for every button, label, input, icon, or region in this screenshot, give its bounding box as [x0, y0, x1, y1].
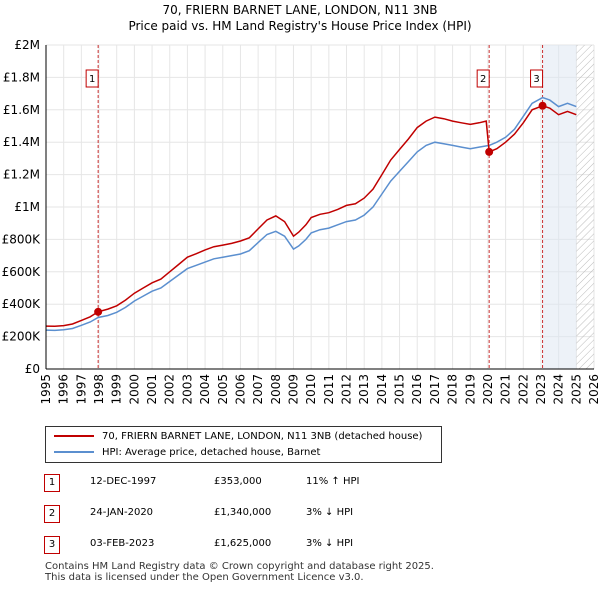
legend-label-hpi: HPI: Average price, detached house, Barn… [102, 447, 321, 458]
x-tick-label: 2008 [269, 374, 283, 405]
footer-line2: This data is licensed under the Open Gov… [45, 572, 364, 583]
y-tick-label: £1.4M [3, 135, 40, 149]
sale-label-box [530, 69, 544, 88]
x-tick-label: 2023 [534, 374, 548, 405]
x-tick-label: 2026 [587, 374, 600, 405]
sale-hpi-diff: 3% ↓ HPI [306, 507, 354, 518]
x-tick-label: 1998 [92, 374, 106, 405]
sale-hpi-diff: 3% ↓ HPI [306, 538, 354, 549]
y-tick-label: £2M [14, 38, 40, 52]
x-tick-label: 2015 [393, 374, 407, 405]
y-tick-label: £1.8M [3, 70, 40, 84]
sale-date: 24-JAN-2020 [90, 507, 154, 518]
price-chart: 1 2 3 £0 £200K £400K £600K £800K £1M £1.2M £1.4M £… [2, 38, 600, 405]
legend-item-property: 70, FRIERN BARNET LANE, LONDON, N11 3NB … [54, 430, 422, 444]
x-tick-label: 2013 [357, 374, 371, 405]
x-tick-label: 1996 [57, 374, 71, 405]
x-tick-label: 2012 [340, 374, 354, 405]
y-tick-label: £200K [2, 330, 42, 344]
sale-label-box [476, 69, 490, 88]
sale-row: 3 03-FEB-2023 £1,625,000 3% ↓ HPI [44, 536, 464, 567]
x-tick-label: 2019 [463, 374, 477, 405]
x-tick-label: 2018 [446, 374, 460, 405]
legend-item-hpi: HPI: Average price, detached house, Barn… [54, 446, 320, 460]
series-line [45, 105, 577, 327]
x-tick-label: 2021 [499, 374, 513, 405]
x-tick-label: 2003 [180, 374, 194, 405]
x-tick-label: 2017 [428, 374, 442, 405]
x-tick-label: 2024 [552, 374, 566, 405]
sale-row: 2 24-JAN-2020 £1,340,000 3% ↓ HPI [44, 505, 464, 536]
x-tick-label: 2002 [163, 374, 177, 405]
x-tick-label: 2022 [516, 374, 530, 405]
sale-label-number: 3 [533, 74, 539, 85]
sale-date: 12-DEC-1997 [90, 476, 157, 487]
x-tick-label: 1995 [39, 374, 53, 405]
x-tick-label: 2014 [375, 374, 389, 405]
sale-number-badge: 1 [44, 474, 60, 492]
x-tick-label: 2011 [322, 374, 336, 405]
future-hatch [576, 45, 594, 369]
sale-price: £1,340,000 [214, 507, 272, 518]
x-tick-label: 1999 [110, 374, 124, 405]
y-tick-label: £1.2M [3, 168, 40, 182]
y-tick-label: £600K [2, 265, 42, 279]
sale-point [94, 307, 103, 316]
sale-label-box [85, 69, 99, 88]
chart-title-line2: Price paid vs. HM Land Registry's House … [128, 19, 472, 33]
legend-swatch-hpi [54, 451, 94, 453]
x-tick-label: 2000 [127, 374, 141, 405]
sale-date: 03-FEB-2023 [90, 538, 155, 549]
x-tick-label: 2016 [410, 374, 424, 405]
x-tick-label: 2006 [233, 374, 247, 405]
sales-table: 1 12-DEC-1997 £353,000 11% ↑ HPI 2 24-JA… [44, 474, 464, 567]
sale-row: 1 12-DEC-1997 £353,000 11% ↑ HPI [44, 474, 464, 505]
x-tick-label: 2004 [198, 374, 212, 405]
sale-point [538, 101, 547, 110]
x-tick-label: 2020 [481, 374, 495, 405]
sale-label-number: 2 [480, 74, 486, 85]
y-tick-label: £800K [2, 232, 42, 246]
legend-swatch-property [54, 435, 94, 437]
series-line [45, 96, 577, 332]
x-tick-label: 2007 [251, 374, 265, 405]
x-tick-label: 2005 [216, 374, 230, 405]
sale-number-badge: 2 [44, 505, 60, 523]
ownership-shade [542, 45, 577, 369]
y-tick-label: £400K [2, 297, 42, 311]
sale-number-badge: 3 [44, 536, 60, 554]
x-tick-label: 1997 [74, 374, 88, 405]
legend-label-property: 70, FRIERN BARNET LANE, LONDON, N11 3NB … [102, 431, 423, 442]
sale-point [485, 147, 494, 156]
chart-title-line1: 70, FRIERN BARNET LANE, LONDON, N11 3NB [162, 3, 438, 17]
legend: 70, FRIERN BARNET LANE, LONDON, N11 3NB … [45, 426, 442, 463]
footer-line1: Contains HM Land Registry data © Crown c… [45, 561, 434, 572]
y-tick-label: £0 [25, 362, 40, 376]
sale-price: £1,625,000 [214, 538, 272, 549]
sale-hpi-diff: 11% ↑ HPI [306, 476, 360, 487]
y-tick-label: £1M [14, 200, 40, 214]
y-tick-label: £1.6M [3, 103, 40, 117]
x-tick-label: 2009 [286, 374, 300, 405]
x-tick-label: 2001 [145, 374, 159, 405]
chart-title: 70, FRIERN BARNET LANE, LONDON, N11 3NB … [0, 2, 600, 34]
x-tick-label: 2010 [304, 374, 318, 405]
sale-label-number: 1 [89, 74, 95, 85]
sale-price: £353,000 [214, 476, 262, 487]
footer: Contains HM Land Registry data © Crown c… [45, 561, 434, 583]
x-tick-label: 2025 [569, 374, 583, 405]
